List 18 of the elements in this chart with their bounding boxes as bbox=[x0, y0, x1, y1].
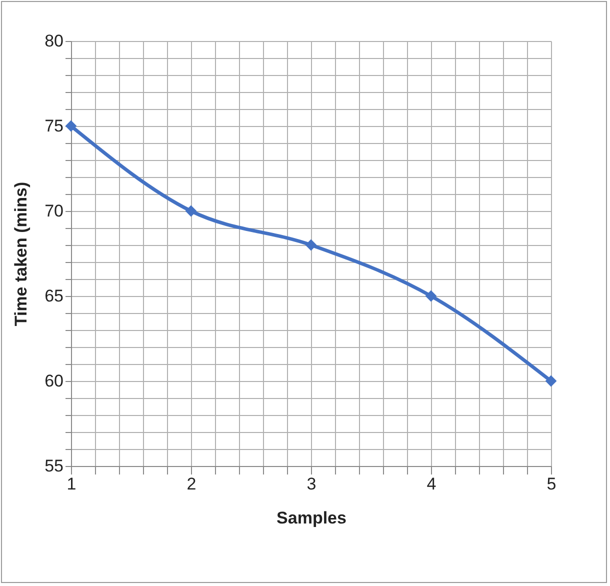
point bbox=[185, 205, 197, 217]
y-tick-label: 60 bbox=[44, 372, 64, 390]
point bbox=[545, 375, 557, 387]
x-axis-title: Samples bbox=[276, 508, 346, 528]
x-tick-label: 3 bbox=[306, 474, 316, 494]
point bbox=[425, 290, 437, 302]
x-tick-label: 1 bbox=[66, 474, 76, 494]
y-tick-label: 55 bbox=[44, 456, 64, 476]
x-tick-label: 5 bbox=[546, 474, 556, 494]
x-tick-label: 2 bbox=[186, 474, 196, 494]
y-axis-title: Time taken (mins) bbox=[12, 182, 31, 326]
x-tick-label: 4 bbox=[426, 474, 436, 494]
y-tick-label: 65 bbox=[44, 286, 64, 306]
point bbox=[305, 239, 317, 251]
y-tick-label: 80 bbox=[44, 32, 64, 50]
y-tick-label: 70 bbox=[44, 202, 64, 220]
y-tick-label: 75 bbox=[44, 116, 64, 136]
point bbox=[65, 120, 77, 132]
